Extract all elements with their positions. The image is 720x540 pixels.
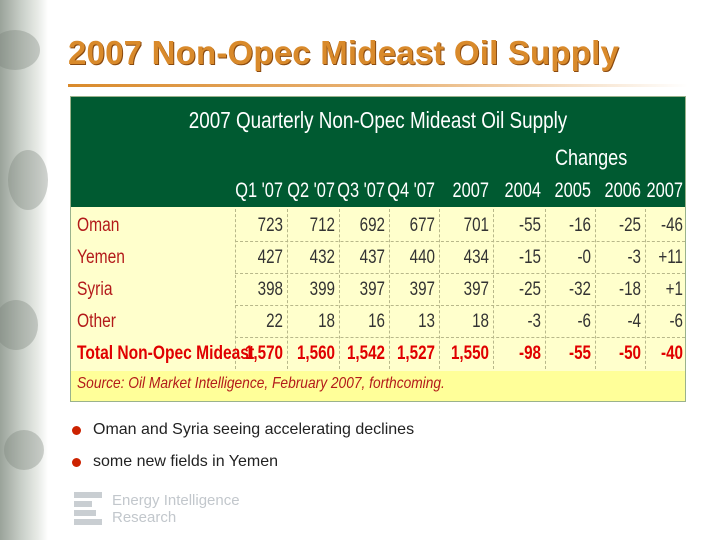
table-cell: 692 xyxy=(359,215,385,236)
table-gridline xyxy=(493,209,494,369)
table-cell: 427 xyxy=(257,247,283,268)
table-gridline xyxy=(235,209,236,369)
table-cell: -6 xyxy=(669,311,683,332)
table-cell: 1,542 xyxy=(346,343,385,364)
table-cell: -40 xyxy=(661,343,683,364)
table-cell: 18 xyxy=(318,311,335,332)
company-logo: Energy Intelligence Research xyxy=(74,492,240,526)
changes-header: Changes xyxy=(555,145,628,170)
table-cell: 397 xyxy=(359,279,385,300)
table-cell: -46 xyxy=(661,215,683,236)
table-cell: -16 xyxy=(569,215,591,236)
row-label: Other xyxy=(77,311,116,332)
table-cell: 437 xyxy=(359,247,385,268)
table-cell: 440 xyxy=(409,247,435,268)
table-cell: 397 xyxy=(409,279,435,300)
bullet-list: Oman and Syria seeing accelerating decli… xyxy=(72,414,414,478)
row-label: Total Non-Opec Mideast xyxy=(77,343,255,364)
slide-title: 2007 Non-Opec Mideast Oil Supply xyxy=(68,34,620,71)
table-cell: -3 xyxy=(527,311,541,332)
table-cell: -3 xyxy=(627,247,641,268)
table-header: 2007 Quarterly Non-Opec Mideast Oil Supp… xyxy=(71,97,685,207)
bullet-dot-icon xyxy=(72,425,81,435)
table-cell: 18 xyxy=(472,311,489,332)
table-cell: 398 xyxy=(257,279,283,300)
table-cell: 1,527 xyxy=(396,343,435,364)
row-label: Syria xyxy=(77,279,113,300)
table-cell: 723 xyxy=(257,215,283,236)
table-cell: -6 xyxy=(577,311,591,332)
table-cell: 677 xyxy=(409,215,435,236)
source-band xyxy=(71,371,685,401)
column-header: 2006 xyxy=(604,179,641,202)
table-gridline xyxy=(339,209,340,369)
table-gridline xyxy=(235,305,685,306)
table-gridline xyxy=(439,209,440,369)
table-cell: -15 xyxy=(519,247,541,268)
table-source: Source: Oil Market Intelligence, Februar… xyxy=(77,375,445,392)
table-cell: +11 xyxy=(658,247,683,268)
table-cell: 399 xyxy=(309,279,335,300)
table-cell: 434 xyxy=(463,247,489,268)
column-header: 2007 xyxy=(646,179,683,202)
table-gridline xyxy=(235,337,685,338)
table-cell: -55 xyxy=(519,215,541,236)
bullet-item: Oman and Syria seeing accelerating decli… xyxy=(72,414,414,446)
logo-line-2: Research xyxy=(112,509,177,526)
table-cell: -0 xyxy=(577,247,591,268)
column-header: Q2 '07 xyxy=(287,179,335,202)
table-cell: 397 xyxy=(463,279,489,300)
table-cell: +1 xyxy=(665,279,683,300)
table-cell: -25 xyxy=(619,215,641,236)
column-header: 2005 xyxy=(554,179,591,202)
row-label: Oman xyxy=(77,215,120,236)
table-gridline xyxy=(645,209,646,369)
table-cell: -55 xyxy=(569,343,591,364)
bullet-text: some new fields in Yemen xyxy=(93,453,278,470)
table-cell: -32 xyxy=(569,279,591,300)
table-cell: 16 xyxy=(368,311,385,332)
table-cell: -50 xyxy=(619,343,641,364)
table-gridline xyxy=(235,241,685,242)
table-gridline xyxy=(595,209,596,369)
bullet-dot-icon xyxy=(72,457,81,467)
table-cell: -98 xyxy=(519,343,541,364)
table-cell: 22 xyxy=(266,311,283,332)
table-gridline xyxy=(287,209,288,369)
table-gridline xyxy=(235,273,685,274)
column-header: Q3 '07 xyxy=(337,179,385,202)
table-cell: -4 xyxy=(627,311,641,332)
table-cell: 1,560 xyxy=(296,343,335,364)
title-underline xyxy=(68,84,688,87)
column-header: 2004 xyxy=(504,179,541,202)
table-cell: -18 xyxy=(619,279,641,300)
decorative-side-strip xyxy=(0,0,48,540)
column-header: Q1 '07 xyxy=(235,179,283,202)
bullet-text: Oman and Syria seeing accelerating decli… xyxy=(93,421,415,438)
table-cell: 13 xyxy=(418,311,435,332)
oil-supply-table: 2007 Quarterly Non-Opec Mideast Oil Supp… xyxy=(70,96,686,402)
table-cell: 701 xyxy=(463,215,489,236)
row-label: Yemen xyxy=(77,247,125,268)
table-title: 2007 Quarterly Non-Opec Mideast Oil Supp… xyxy=(188,107,568,133)
bullet-item: some new fields in Yemen xyxy=(72,446,414,478)
column-header: 2007 xyxy=(452,179,489,202)
logo-line-1: Energy Intelligence xyxy=(112,492,240,509)
table-cell: 1,550 xyxy=(450,343,489,364)
table-cell: 1,570 xyxy=(244,343,283,364)
table-gridline xyxy=(389,209,390,369)
column-header: Q4 '07 xyxy=(387,179,435,202)
table-gridline xyxy=(545,209,546,369)
logo-mark-icon xyxy=(74,492,102,526)
table-cell: 432 xyxy=(309,247,335,268)
table-cell: 712 xyxy=(309,215,335,236)
table-cell: -25 xyxy=(519,279,541,300)
